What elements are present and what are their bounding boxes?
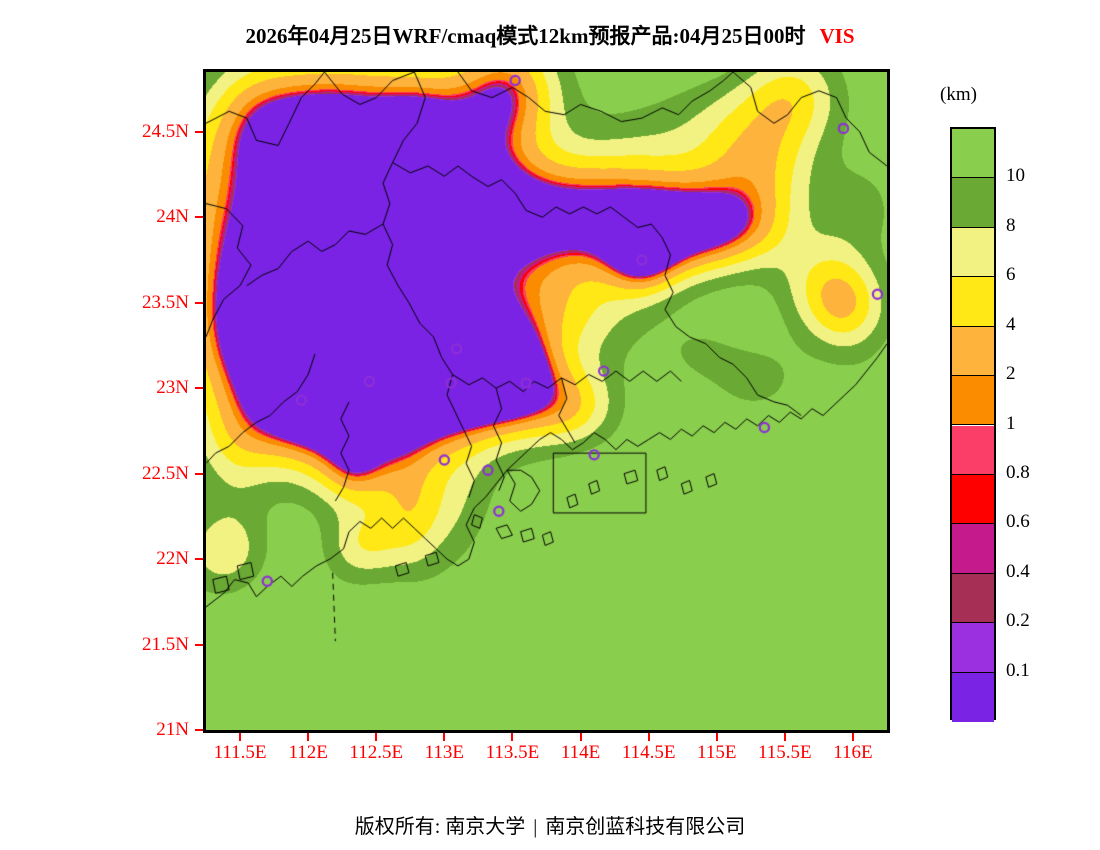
colorbar-band — [952, 227, 994, 278]
x-axis-tick-label: 111.5E — [213, 742, 267, 763]
colorbar-band — [952, 524, 994, 574]
colorbar-tick-label: 6 — [1006, 264, 1016, 286]
x-axis-tick-label: 116E — [833, 742, 873, 763]
y-axis-tick-mark — [195, 130, 203, 133]
colorbar-band — [952, 129, 994, 179]
colorbar-band — [952, 425, 994, 475]
x-axis-tick-mark — [375, 733, 378, 741]
colorbar[interactable] — [950, 127, 996, 722]
footer-separator: | — [533, 816, 538, 838]
x-axis-tick-mark — [715, 733, 718, 741]
colorbar-band — [952, 623, 994, 673]
colorbar-tick-label: 1 — [1006, 412, 1016, 434]
y-axis-tick-mark — [195, 216, 203, 219]
x-axis-tick-mark — [647, 733, 650, 741]
x-axis-tick-label: 113.5E — [485, 742, 540, 763]
colorbar-band — [952, 474, 994, 525]
colorbar-band — [952, 277, 994, 327]
map-borders-and-stations-overlay — [206, 72, 887, 730]
y-axis-tick-label: 24N — [156, 206, 189, 228]
figure-title: 2026年04月25日WRF/cmaq模式12km预报产品:04月25日00时 V… — [0, 20, 1100, 50]
x-axis-tick-label: 112E — [288, 742, 328, 763]
y-axis-tick-mark — [195, 387, 203, 390]
colorbar-tick-label: 8 — [1006, 214, 1016, 236]
y-axis-tick-label: 21.5N — [142, 633, 189, 655]
x-axis-tick-label: 114.5E — [621, 742, 676, 763]
colorbar-tick-label: 0.2 — [1006, 610, 1030, 632]
y-axis-tick-label: 24.5N — [142, 120, 189, 142]
x-axis-tick-mark — [307, 733, 310, 741]
x-axis-tick-mark — [511, 733, 514, 741]
colorbar-tick-label: 10 — [1006, 165, 1025, 187]
y-axis-tick-mark — [195, 472, 203, 475]
y-axis-tick-label: 23.5N — [142, 291, 189, 313]
y-axis-tick-label: 22N — [156, 548, 189, 570]
x-axis-tick-label: 112.5E — [349, 742, 404, 763]
y-axis-tick-mark — [195, 729, 203, 731]
footer-company: 南京创蓝科技有限公司 — [545, 816, 746, 838]
figure-title-main: 2026年04月25日WRF/cmaq模式12km预报产品:04月25日00时 — [245, 24, 806, 48]
colorbar-band — [952, 326, 994, 377]
y-axis-tick-mark — [195, 558, 203, 561]
colorbar-unit-label: (km) — [940, 84, 977, 105]
x-axis-tick-label: 113E — [424, 742, 465, 763]
colorbar-tick-label: 0.4 — [1006, 560, 1030, 582]
colorbar-tick-label: 2 — [1006, 363, 1016, 385]
x-axis-tick-mark — [239, 733, 242, 741]
map-plot-area[interactable] — [203, 69, 890, 733]
colorbar-tick-label: 0.8 — [1006, 461, 1030, 483]
colorbar-tick-label: 0.1 — [1006, 659, 1030, 681]
x-axis-tick-mark — [443, 733, 446, 741]
colorbar-band — [952, 178, 994, 228]
y-axis-tick-label: 21N — [156, 719, 189, 740]
x-axis-tick-mark — [851, 733, 854, 741]
colorbar-band — [952, 376, 994, 426]
colorbar-tick-label: 0.6 — [1006, 511, 1030, 533]
y-axis-tick-mark — [195, 301, 203, 304]
figure-title-variable: VIS — [819, 24, 855, 48]
y-axis-tick-label: 23N — [156, 377, 189, 399]
x-axis-tick-label: 114E — [560, 742, 601, 763]
x-axis-tick-label: 115E — [697, 742, 737, 763]
x-axis-tick-mark — [579, 733, 582, 741]
y-axis-tick-label: 22.5N — [142, 462, 189, 484]
footer-copyright-owner: 版权所有: 南京大学 — [354, 816, 526, 838]
y-axis-tick-mark — [195, 643, 203, 646]
x-axis-tick-label: 115.5E — [758, 742, 812, 763]
x-axis-tick-mark — [783, 733, 786, 741]
colorbar-band — [952, 672, 994, 722]
colorbar-tick-label: 4 — [1006, 313, 1016, 335]
footer-copyright: 版权所有: 南京大学 | 南京创蓝科技有限公司 — [0, 810, 1100, 839]
colorbar-band — [952, 573, 994, 624]
